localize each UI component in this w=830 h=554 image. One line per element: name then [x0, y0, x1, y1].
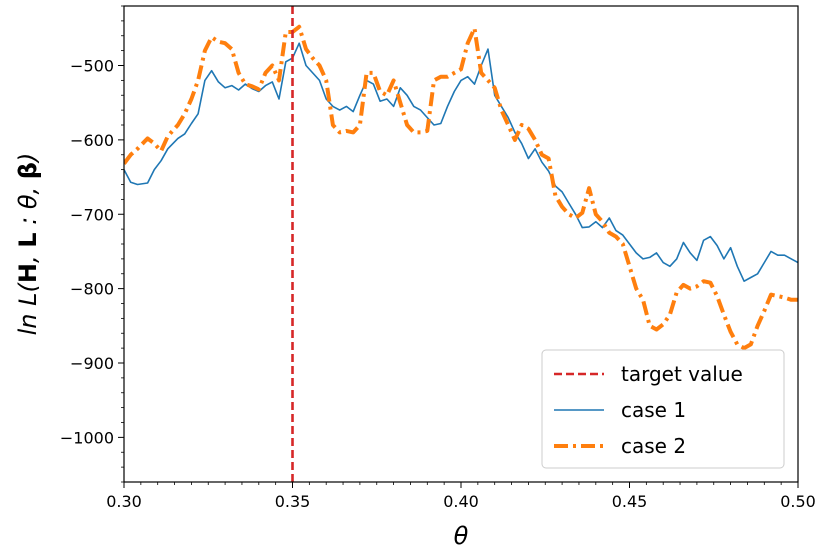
x-axis-ticks: 0.30 0.35 0.40 0.45 0.50 [106, 482, 816, 511]
legend-case1-label: case 1 [621, 398, 686, 422]
legend: target value case 1 case 2 [541, 349, 785, 469]
y-tick-label: −500 [70, 57, 114, 76]
legend-case2-label: case 2 [621, 434, 686, 458]
y-tick-label: −800 [70, 280, 114, 299]
y-tick-label: −900 [70, 354, 114, 373]
x-tick-label: 0.45 [612, 492, 648, 511]
legend-target-label: target value [621, 362, 743, 386]
y-tick-label: −1000 [60, 428, 114, 447]
series-line-1 [124, 42, 798, 283]
y-axis-ticks: −500 −600 −700 −800 −900 −1000 [60, 5, 124, 483]
x-axis-label: θ [454, 522, 469, 550]
x-tick-label: 0.30 [106, 492, 142, 511]
series-line-2 [124, 24, 798, 351]
legend-box [541, 349, 785, 469]
y-tick-label: −600 [70, 131, 114, 150]
x-tick-label: 0.40 [443, 492, 479, 511]
y-axis-label: ln L(H, L : θ, β) [14, 153, 42, 336]
x-tick-label: 0.50 [780, 492, 816, 511]
y-tick-label: −700 [70, 205, 114, 224]
x-tick-label: 0.35 [275, 492, 311, 511]
series-layer [124, 24, 798, 351]
